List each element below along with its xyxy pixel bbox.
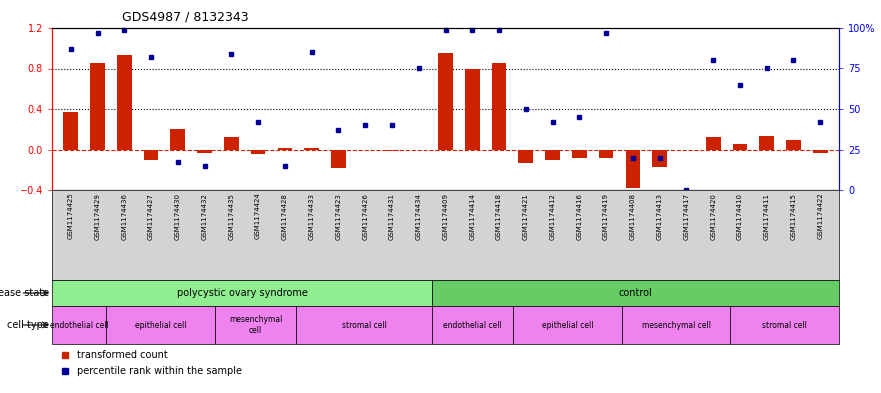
Bar [572, 149, 587, 158]
Text: GSM1174435: GSM1174435 [228, 193, 234, 240]
Text: GSM1174416: GSM1174416 [576, 193, 582, 240]
Text: GSM1174423: GSM1174423 [336, 193, 342, 240]
Text: percentile rank within the sample: percentile rank within the sample [77, 366, 241, 376]
Bar [117, 55, 131, 149]
Text: GSM1174419: GSM1174419 [603, 193, 609, 240]
Bar [813, 149, 827, 152]
Bar [652, 149, 667, 167]
Bar [197, 149, 212, 152]
Text: GSM1174426: GSM1174426 [362, 193, 368, 240]
Text: disease state: disease state [0, 288, 49, 298]
Bar [385, 149, 399, 151]
Text: GSM1174434: GSM1174434 [416, 193, 422, 240]
Text: GSM1174418: GSM1174418 [496, 193, 502, 240]
Bar [492, 63, 507, 149]
Bar [52, 306, 107, 344]
Bar [438, 53, 453, 149]
Text: endothelial cell: endothelial cell [49, 321, 108, 329]
Text: GSM1174428: GSM1174428 [282, 193, 288, 240]
Text: epithelial cell: epithelial cell [542, 321, 594, 329]
Text: GSM1174425: GSM1174425 [68, 193, 74, 239]
Text: GSM1174431: GSM1174431 [389, 193, 395, 240]
Bar [465, 68, 479, 149]
Text: epithelial cell: epithelial cell [135, 321, 186, 329]
Bar [759, 136, 774, 149]
Text: GSM1174411: GSM1174411 [764, 193, 770, 240]
Bar [331, 149, 345, 168]
Text: polycystic ovary syndrome: polycystic ovary syndrome [176, 288, 307, 298]
Bar [52, 280, 432, 306]
Text: GSM1174420: GSM1174420 [710, 193, 716, 240]
Text: GSM1174410: GSM1174410 [737, 193, 743, 240]
Text: cell type: cell type [7, 320, 49, 330]
Bar [144, 149, 159, 160]
Text: GSM1174433: GSM1174433 [308, 193, 315, 240]
Bar [518, 149, 533, 163]
Bar [90, 63, 105, 149]
Bar [63, 112, 78, 149]
Text: GSM1174414: GSM1174414 [470, 193, 475, 240]
Bar [786, 140, 801, 149]
Text: GSM1174422: GSM1174422 [818, 193, 823, 239]
Bar [545, 149, 560, 160]
Bar [215, 306, 296, 344]
Bar [599, 149, 613, 158]
Text: GSM1174409: GSM1174409 [442, 193, 448, 240]
Bar [251, 149, 265, 154]
Bar [432, 280, 839, 306]
Bar [514, 306, 622, 344]
Bar [170, 129, 185, 149]
Text: transformed count: transformed count [77, 350, 167, 360]
Bar [730, 306, 839, 344]
Bar [706, 137, 721, 149]
Bar [733, 145, 747, 149]
Text: GSM1174412: GSM1174412 [550, 193, 556, 240]
Text: GSM1174415: GSM1174415 [790, 193, 796, 240]
Bar [296, 306, 432, 344]
Text: GSM1174429: GSM1174429 [94, 193, 100, 240]
Bar [224, 137, 239, 149]
Text: GSM1174427: GSM1174427 [148, 193, 154, 240]
Text: GSM1174421: GSM1174421 [522, 193, 529, 240]
Text: stromal cell: stromal cell [762, 321, 807, 329]
Text: GSM1174413: GSM1174413 [656, 193, 663, 240]
Text: GSM1174424: GSM1174424 [255, 193, 261, 239]
Text: GSM1174408: GSM1174408 [630, 193, 636, 240]
Text: GSM1174417: GSM1174417 [684, 193, 690, 240]
Bar [107, 306, 215, 344]
Text: GDS4987 / 8132343: GDS4987 / 8132343 [122, 11, 249, 24]
Text: control: control [618, 288, 652, 298]
Bar [622, 306, 730, 344]
Text: endothelial cell: endothelial cell [443, 321, 502, 329]
Text: GSM1174430: GSM1174430 [174, 193, 181, 240]
Text: GSM1174436: GSM1174436 [122, 193, 127, 240]
Bar [626, 149, 640, 188]
Text: stromal cell: stromal cell [342, 321, 387, 329]
Text: mesenchymal
cell: mesenchymal cell [229, 315, 282, 335]
Text: mesenchymal cell: mesenchymal cell [641, 321, 711, 329]
Text: GSM1174432: GSM1174432 [202, 193, 208, 240]
Bar [432, 306, 514, 344]
